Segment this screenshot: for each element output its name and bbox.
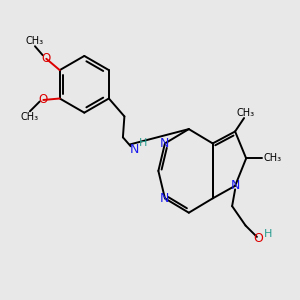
Text: N: N: [160, 137, 170, 150]
Text: H: H: [139, 138, 147, 148]
Text: CH₃: CH₃: [26, 36, 44, 46]
Text: N: N: [160, 192, 170, 205]
Text: CH₃: CH₃: [21, 112, 39, 122]
Text: O: O: [39, 94, 48, 106]
Text: O: O: [254, 232, 263, 245]
Text: CH₃: CH₃: [263, 153, 281, 164]
Text: H: H: [264, 229, 272, 239]
Text: CH₃: CH₃: [236, 108, 255, 118]
Text: O: O: [42, 52, 51, 65]
Text: N: N: [230, 179, 240, 192]
Text: N: N: [130, 143, 139, 156]
